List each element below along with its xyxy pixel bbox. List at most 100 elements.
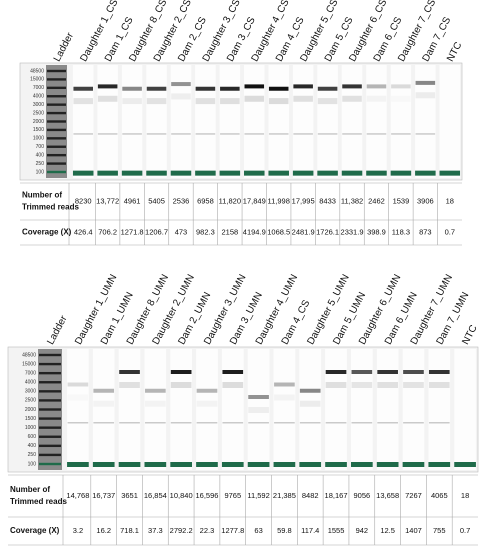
coverage-cell: 1271.8 bbox=[121, 227, 144, 236]
band bbox=[145, 388, 166, 393]
coverage-cell: 1068.5 bbox=[267, 227, 290, 236]
lane bbox=[454, 349, 476, 470]
lane bbox=[170, 65, 192, 178]
coverage-cell: 1206.7 bbox=[145, 227, 168, 236]
coverage-cell: 1555 bbox=[328, 526, 345, 535]
lane bbox=[273, 349, 296, 470]
reads-cell: 3906 bbox=[417, 196, 434, 205]
ladder-band bbox=[47, 145, 66, 148]
gel-background bbox=[19, 62, 463, 181]
coverage-cell: 63 bbox=[254, 526, 262, 535]
reads-cell: 1539 bbox=[393, 196, 410, 205]
band-faint bbox=[317, 133, 338, 135]
lower-marker bbox=[92, 462, 115, 467]
row-label: Trimmed reads bbox=[10, 497, 67, 506]
reads-cell: 18 bbox=[446, 196, 454, 205]
reads-cell: 8433 bbox=[319, 196, 336, 205]
reads-cell: 13,772 bbox=[96, 196, 119, 205]
reads-cell: 18,167 bbox=[325, 491, 348, 500]
band bbox=[171, 82, 191, 87]
reads-cell: 4961 bbox=[124, 196, 141, 205]
coverage-cell: 37.3 bbox=[148, 526, 163, 535]
lower-marker bbox=[196, 462, 218, 467]
ladder-band bbox=[39, 353, 61, 357]
ladder-label: 4000 bbox=[25, 380, 36, 386]
ladder-band bbox=[39, 399, 61, 402]
band-faint bbox=[244, 95, 265, 102]
ladder-label: 2500 bbox=[25, 398, 36, 404]
band-faint bbox=[274, 394, 295, 401]
band bbox=[325, 370, 347, 374]
lane bbox=[195, 65, 216, 178]
lane bbox=[439, 65, 461, 178]
lower-marker bbox=[221, 462, 244, 467]
lane-label: NTC bbox=[445, 40, 464, 63]
band-faint bbox=[195, 98, 216, 105]
ladder-label: 15000 bbox=[22, 361, 36, 367]
coverage-cell: 0.7 bbox=[460, 526, 470, 535]
coverage-cell: 398.9 bbox=[367, 227, 386, 236]
band-faint bbox=[391, 133, 411, 135]
lane bbox=[146, 65, 167, 178]
band bbox=[170, 370, 192, 374]
ladder-band bbox=[47, 86, 66, 90]
reads-cell: 11,820 bbox=[219, 196, 241, 205]
band bbox=[248, 395, 269, 399]
lane bbox=[292, 65, 314, 178]
coverage-cell: 4194.9 bbox=[243, 227, 266, 236]
row-label: Coverage (X) bbox=[10, 526, 60, 535]
lower-marker bbox=[317, 170, 338, 176]
band-faint bbox=[325, 382, 347, 388]
ladder-band bbox=[39, 453, 61, 457]
band-faint bbox=[196, 400, 218, 407]
lane bbox=[118, 349, 141, 470]
band-faint bbox=[391, 96, 411, 102]
lower-marker bbox=[247, 462, 270, 467]
band bbox=[366, 84, 387, 89]
coverage-cell: 755 bbox=[433, 526, 446, 535]
band-faint bbox=[342, 133, 362, 135]
band bbox=[244, 84, 265, 89]
band-faint bbox=[268, 133, 289, 135]
band-faint bbox=[171, 93, 191, 100]
coverage-cell: 718.1 bbox=[120, 526, 139, 535]
reads-cell: 11,998 bbox=[268, 196, 290, 205]
coverage-cell: 16.2 bbox=[96, 526, 111, 535]
band-faint bbox=[366, 133, 387, 135]
band-faint bbox=[73, 98, 93, 105]
ladder-band bbox=[47, 162, 66, 165]
ladder-label: 3000 bbox=[33, 102, 44, 108]
ladder-band bbox=[47, 153, 66, 157]
ladder-label: 2500 bbox=[33, 110, 44, 116]
lane bbox=[67, 349, 89, 470]
band-faint bbox=[325, 422, 347, 424]
coverage-cell: 2158 bbox=[222, 227, 239, 236]
band bbox=[391, 84, 411, 89]
lower-marker bbox=[118, 462, 141, 467]
ladder-label: 2000 bbox=[33, 119, 44, 125]
reads-cell: 4065 bbox=[431, 491, 448, 500]
ladder-label: 700 bbox=[36, 144, 45, 150]
band-faint bbox=[415, 92, 436, 99]
ladder-label: 48500 bbox=[30, 68, 44, 74]
coverage-cell: 873 bbox=[419, 227, 432, 236]
lane bbox=[196, 349, 218, 470]
reads-cell: 17,849 bbox=[243, 196, 266, 205]
band bbox=[317, 86, 338, 91]
band-faint bbox=[415, 133, 436, 135]
band-faint bbox=[93, 400, 115, 407]
lower-marker bbox=[144, 462, 167, 467]
band bbox=[97, 84, 118, 89]
band bbox=[195, 86, 216, 91]
lower-marker bbox=[366, 170, 387, 176]
band-faint bbox=[220, 133, 240, 135]
lower-marker bbox=[299, 462, 322, 467]
reads-cell: 16,854 bbox=[144, 491, 167, 500]
band-faint bbox=[293, 95, 313, 102]
lane bbox=[376, 349, 399, 470]
lane bbox=[390, 65, 412, 178]
band-faint bbox=[299, 422, 321, 424]
reads-cell: 10,840 bbox=[170, 491, 193, 500]
band bbox=[220, 86, 240, 91]
band-faint bbox=[97, 133, 118, 135]
